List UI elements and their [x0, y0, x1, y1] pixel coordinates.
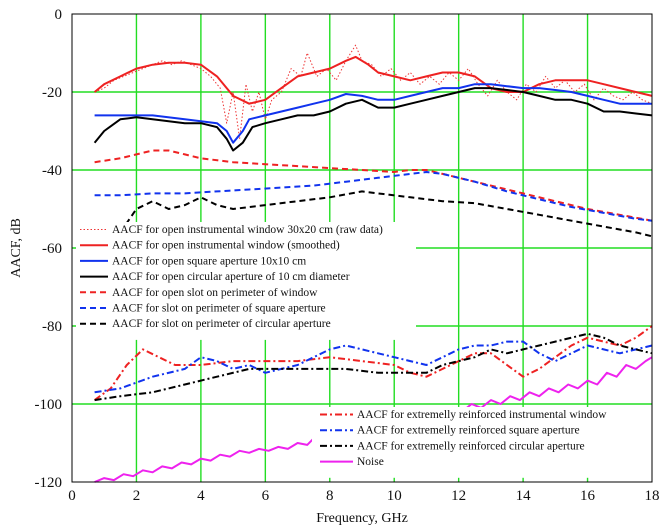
series-layer	[93, 44, 653, 483]
y-axis-label: AACF, dB	[9, 218, 24, 278]
y-tick-label: -40	[42, 163, 62, 179]
series-line-5	[94, 171, 653, 222]
legend-entry: AACF for slot on perimeter of square ape…	[112, 303, 326, 315]
legend-entry: AACF for open instrumental window (smoot…	[112, 240, 340, 252]
y-tick-label: -100	[35, 397, 63, 413]
legend-entry: AACF for extremelly reinforced square ap…	[357, 425, 580, 437]
y-tick-label: -80	[42, 319, 62, 335]
series-line-4	[94, 149, 653, 222]
x-tick-label: 0	[68, 488, 76, 504]
legend-entry: AACF for extremelly reinforced instrumen…	[357, 409, 607, 421]
plot-frame	[71, 13, 653, 483]
x-axis-label: Frequency, GHz	[316, 511, 408, 526]
x-tick-label: 16	[580, 488, 596, 504]
x-tick-label: 18	[645, 488, 660, 504]
legend-entry: Noise	[357, 456, 384, 468]
x-tick-label: 14	[516, 488, 532, 504]
x-tick-label: 8	[326, 488, 334, 504]
series-line-3	[93, 87, 653, 152]
x-tick-label: 10	[387, 488, 402, 504]
series-line-9	[94, 332, 653, 402]
series-line-7	[94, 325, 653, 401]
legend-entry: AACF for open square aperture 10x10 cm	[112, 255, 306, 267]
y-tick-label: -20	[42, 85, 62, 101]
y-tick-label: -120	[35, 475, 63, 491]
legend-box-0	[76, 222, 416, 340]
x-tick-label: 4	[197, 488, 205, 504]
tick-labels: 0 2 4 6 8 10 12 14 16 18 0 -20 -40 -60 -80 -100 -120	[35, 7, 660, 504]
series-line-6	[119, 190, 653, 238]
legend-layer: AACF for open instrumental window 30x20 …	[76, 222, 652, 478]
x-tick-label: 12	[451, 488, 466, 504]
series-line-8	[94, 340, 653, 394]
y-tick-label: 0	[55, 7, 63, 23]
y-tick-label: -60	[42, 241, 62, 257]
series-line-2	[94, 83, 652, 144]
series-line-1	[93, 55, 653, 105]
x-tick-label: 2	[133, 488, 141, 504]
legend-entry: AACF for open instrumental window 30x20 …	[112, 224, 383, 236]
legend-entry: AACF for open slot on perimeter of windo…	[112, 287, 318, 299]
legend-entry: AACF for slot on perimeter of circular a…	[112, 318, 331, 330]
legend-entry: AACF for open circular aperture of 10 cm…	[112, 271, 350, 283]
legend-entry: AACF for extremelly reinforced circular …	[357, 440, 585, 452]
x-tick-label: 6	[262, 488, 270, 504]
legend-box-1	[312, 407, 652, 478]
